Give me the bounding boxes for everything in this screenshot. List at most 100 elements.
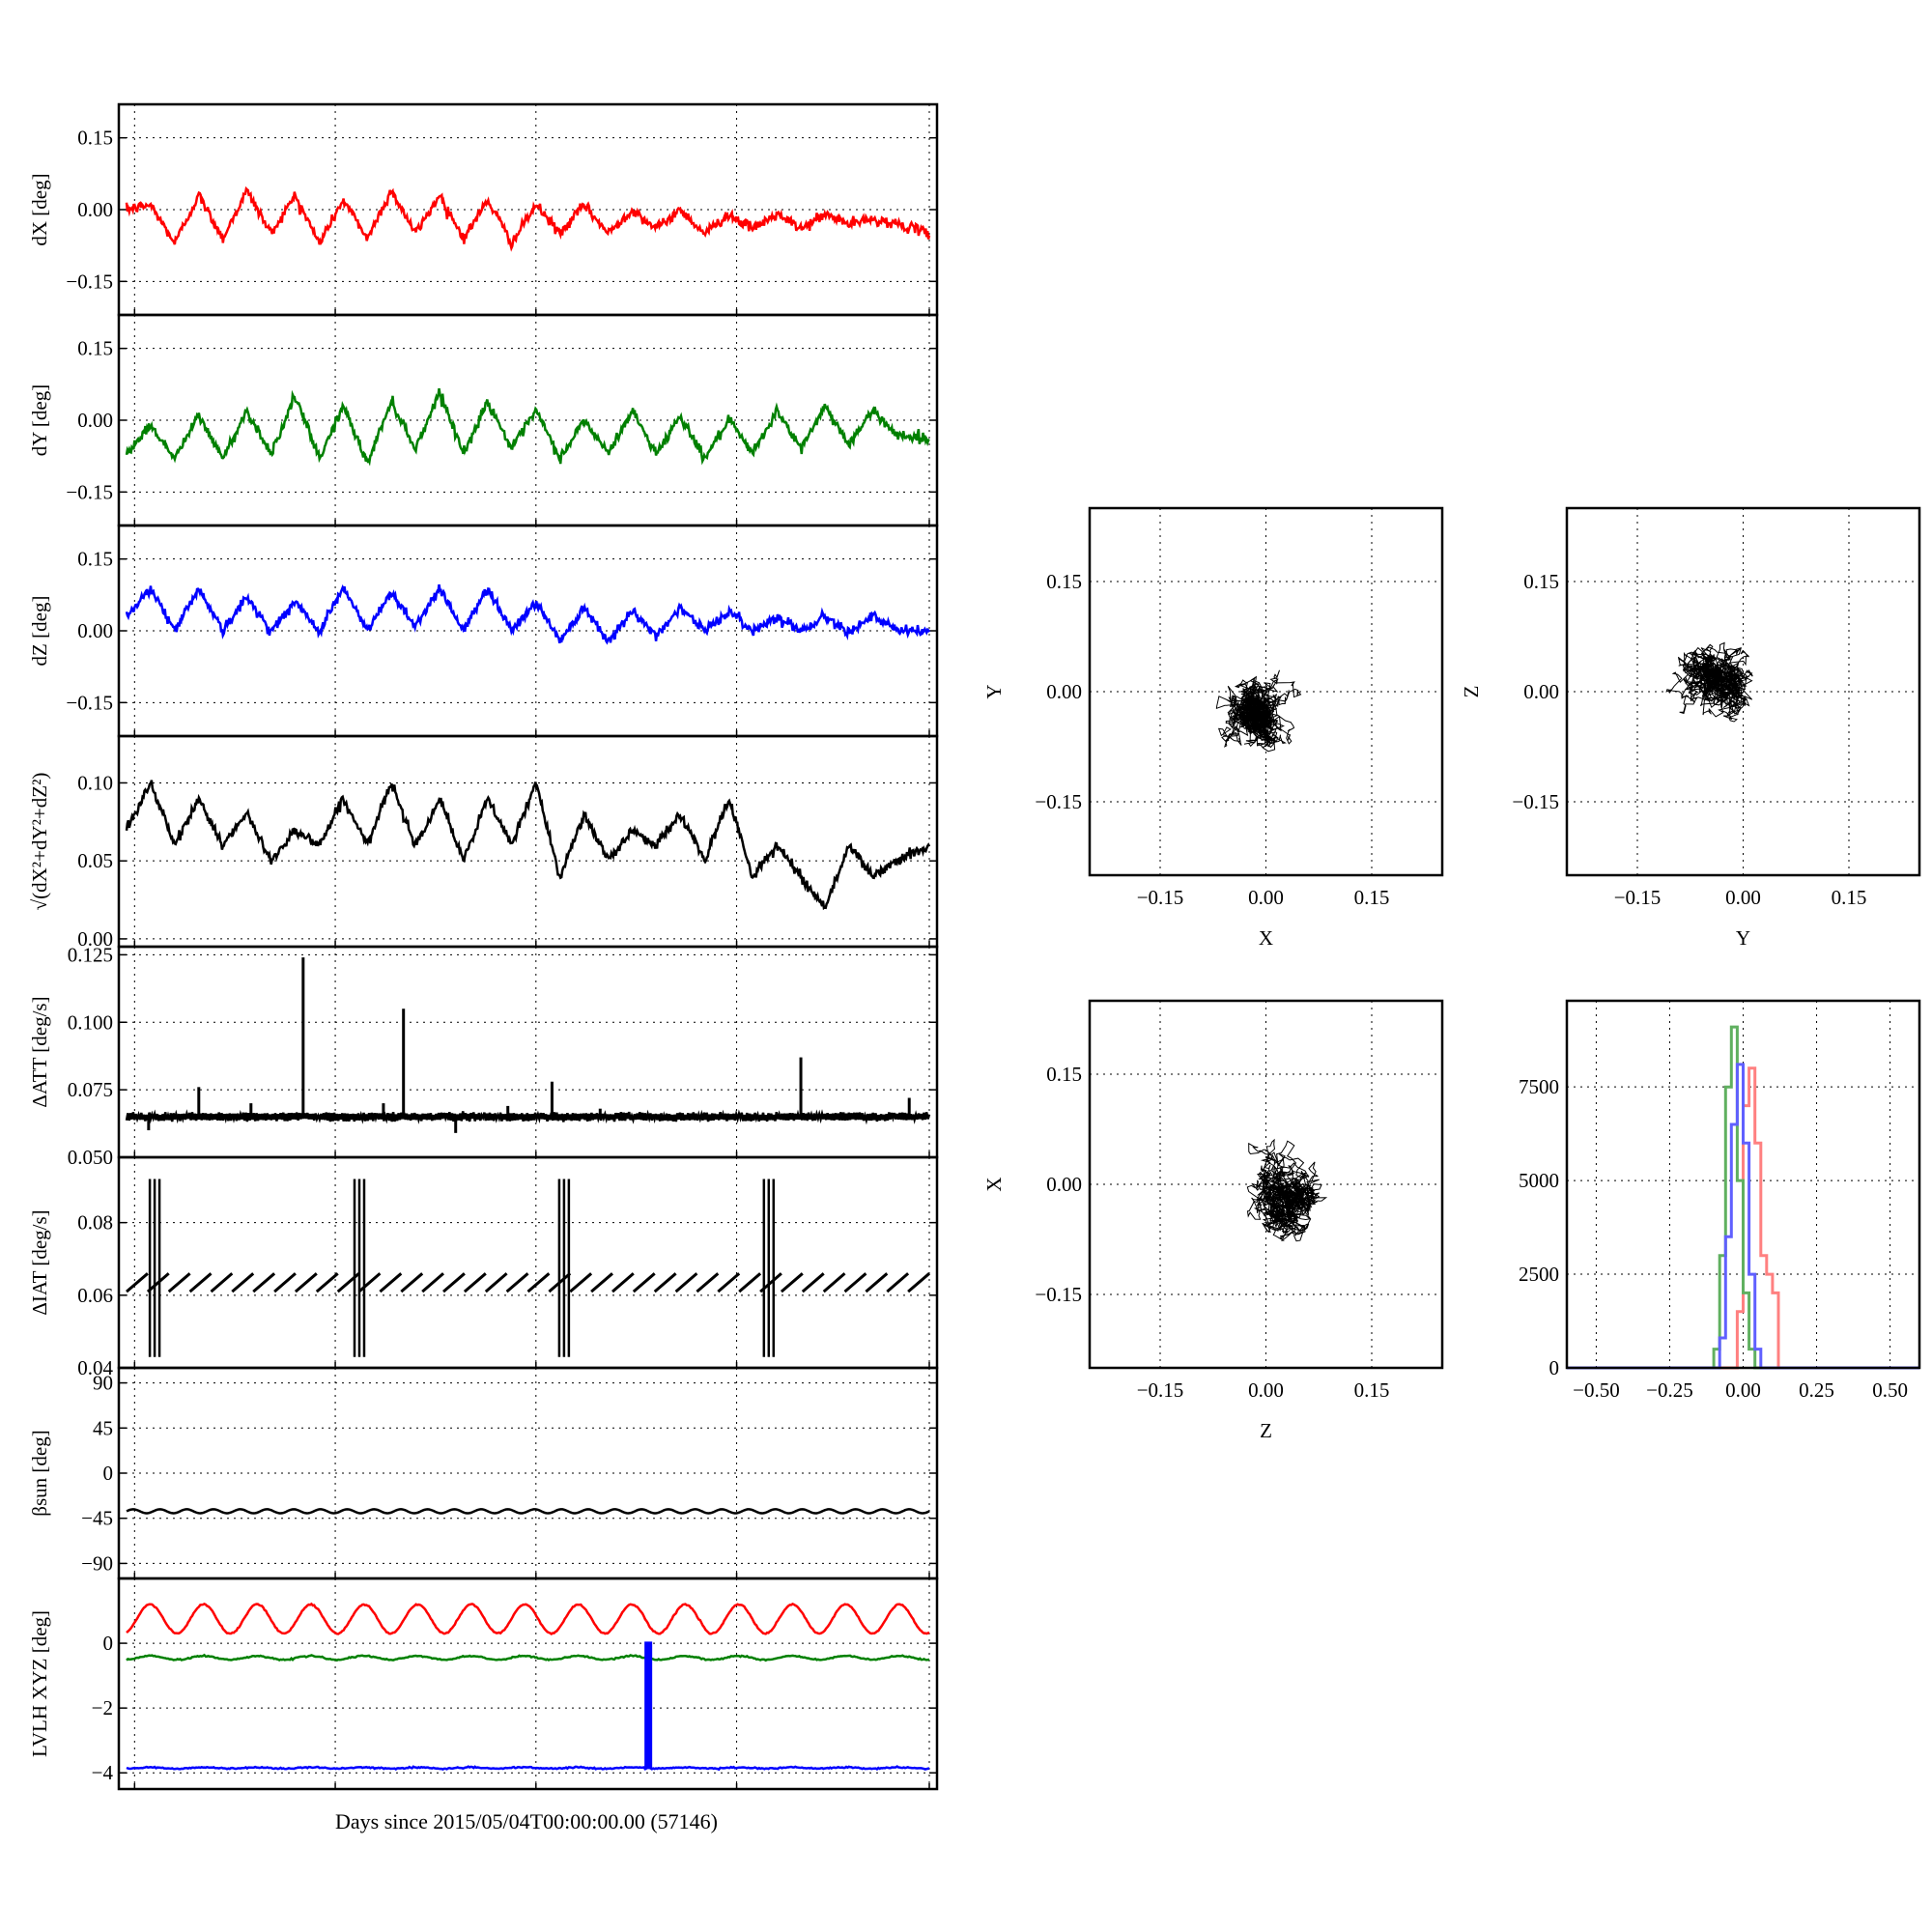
axes-frame: [117, 1155, 939, 1370]
dx-panel: 0.15 0.00 −0.15 dX [deg]: [28, 102, 939, 317]
y-tick-label: 0.15: [1046, 1063, 1082, 1086]
series-line: [125, 387, 930, 467]
x-tick-label: 0.00: [1248, 886, 1284, 909]
y-tick-label: 0: [103, 1462, 114, 1485]
y-tick-label: 0.00: [1523, 680, 1559, 703]
y-tick-label: 0.15: [1523, 570, 1559, 593]
scatter-trace: [1246, 1138, 1328, 1242]
y-tick-label: 0.15: [1046, 570, 1082, 593]
beta-panel: 90 45 0 −45 −90 βsun [deg]: [28, 1366, 939, 1580]
y-tick-label: 0.00: [1046, 1173, 1082, 1196]
axes-frame: [1565, 999, 1921, 1370]
x-axis-label: Y: [1736, 926, 1750, 950]
histogram: −0.50 −0.25 0.00 0.25 0.50 0 2500 5000 7500: [1519, 999, 1921, 1402]
y-axis-label: βsun [deg]: [28, 1430, 51, 1516]
y-tick-label: 0.08: [77, 1211, 113, 1235]
x-tick-label: 0.00: [1725, 1378, 1761, 1402]
figure-xlabel: Days since 2015/05/04T00:00:00.00 (57146…: [335, 1809, 718, 1833]
hist-series: [1567, 1025, 1919, 1370]
y-tick-label: 5000: [1519, 1169, 1559, 1192]
y-tick-label: 7500: [1519, 1075, 1559, 1098]
y-tick-label: −0.15: [1035, 790, 1082, 813]
y-tick-label: −45: [81, 1507, 113, 1530]
scatter-trace: [1665, 641, 1753, 723]
x-tick-label: −0.25: [1646, 1378, 1693, 1402]
y-tick-label: 0.10: [77, 771, 113, 794]
y-axis-label: Z: [1460, 686, 1483, 698]
y-axis-label: ΔATT [deg/s]: [28, 996, 51, 1107]
att-panel: 0.125 0.100 0.075 0.050 ΔATT [deg/s]: [28, 943, 939, 1169]
x-axis-label: X: [1259, 926, 1273, 950]
iat-sawtooth: [126, 1272, 930, 1293]
y-tick-label: 0.00: [77, 927, 113, 951]
y-axis-label: dZ [deg]: [28, 596, 51, 667]
axes-frame: [1088, 999, 1444, 1370]
y-tick-label: 0.15: [77, 548, 113, 571]
yz-scatter: −0.15 −0.15 0.00 0.00 0.15 0.15 Y Z: [1460, 506, 1921, 950]
x-axis-label: Z: [1260, 1419, 1272, 1442]
x-tick-label: 0.00: [1248, 1378, 1284, 1402]
x-tick-label: −0.50: [1573, 1378, 1620, 1402]
y-tick-label: 0.04: [77, 1356, 113, 1379]
y-axis-label: dY [deg]: [28, 384, 51, 456]
hist-series: [1567, 1063, 1919, 1370]
y-tick-label: 0.00: [1046, 680, 1082, 703]
y-tick-label: 0.100: [68, 1010, 113, 1034]
y-tick-label: −4: [92, 1761, 114, 1784]
y-tick-label: 0.00: [77, 198, 113, 221]
x-tick-label: 0.00: [1725, 886, 1761, 909]
x-tick-label: 0.50: [1872, 1378, 1908, 1402]
axes-frame: [1088, 506, 1444, 877]
y-tick-label: 2500: [1519, 1263, 1559, 1286]
lvlh-series-line: [126, 1602, 930, 1636]
y-tick-label: −0.15: [66, 270, 113, 293]
plot-layer: 0.15 0.00 −0.15 dX [deg] 0.15 0.00 −0.15 dY [de…: [28, 102, 1921, 1791]
dz-panel: 0.15 0.00 −0.15 dZ [deg]: [28, 524, 939, 738]
y-tick-label: 0.06: [77, 1284, 113, 1307]
y-tick-label: 0.15: [77, 127, 113, 150]
scatter-trace: [1215, 669, 1302, 753]
series-line: [125, 583, 931, 645]
y-tick-label: 45: [93, 1416, 113, 1439]
y-tick-label: 0: [103, 1632, 114, 1655]
y-tick-label: −0.15: [66, 691, 113, 714]
y-tick-label: 0.05: [77, 849, 113, 872]
y-tick-label: 90: [93, 1372, 113, 1395]
beta-line: [126, 1508, 930, 1515]
y-tick-label: −2: [92, 1696, 113, 1719]
iat-panel: 0.08 0.06 0.04 ΔIAT [deg/s]: [28, 1155, 939, 1379]
lvlh-panel: 0 −2 −4 LVLH XYZ [deg]: [28, 1577, 939, 1791]
y-axis-label: ΔIAT [deg/s]: [28, 1209, 51, 1315]
y-tick-label: 0.00: [77, 409, 113, 432]
axes-frame: [117, 1577, 939, 1791]
axes-frame: [117, 734, 939, 949]
axes-frame: [1565, 506, 1921, 877]
y-tick-label: 0.00: [77, 619, 113, 642]
series-line: [125, 780, 931, 911]
y-axis-label: Y: [982, 684, 1006, 698]
y-tick-label: −0.15: [66, 480, 113, 503]
hist-series: [1567, 1066, 1919, 1370]
dy-panel: 0.15 0.00 −0.15 dY [deg]: [28, 313, 939, 527]
x-tick-label: −0.15: [1614, 886, 1662, 909]
y-axis-label: LVLH XYZ [deg]: [28, 1610, 51, 1757]
y-tick-label: 0.125: [68, 943, 113, 966]
x-tick-label: 0.15: [1354, 1378, 1390, 1402]
lvlh-series-line: [126, 1653, 930, 1662]
axes-frame: [117, 945, 939, 1159]
y-axis-label: √(dX²+dY²+dZ²): [28, 773, 51, 911]
y-tick-label: 0.075: [68, 1078, 113, 1101]
x-tick-label: −0.15: [1137, 886, 1184, 909]
y-axis-label: dX [deg]: [28, 173, 51, 245]
x-tick-label: −0.15: [1137, 1378, 1184, 1402]
y-tick-label: −90: [81, 1551, 113, 1575]
r-panel: 0.10 0.05 0.00 √(dX²+dY²+dZ²): [28, 734, 939, 951]
y-tick-label: −0.15: [1512, 790, 1559, 813]
y-tick-label: 0.15: [77, 337, 113, 360]
y-tick-label: 0: [1549, 1356, 1560, 1379]
y-axis-label: X: [982, 1177, 1006, 1191]
lvlh-series-line: [126, 1765, 930, 1772]
zx-scatter: −0.15 −0.15 0.00 0.00 0.15 0.15 Z X: [982, 999, 1444, 1442]
y-tick-label: 0.050: [68, 1146, 113, 1169]
